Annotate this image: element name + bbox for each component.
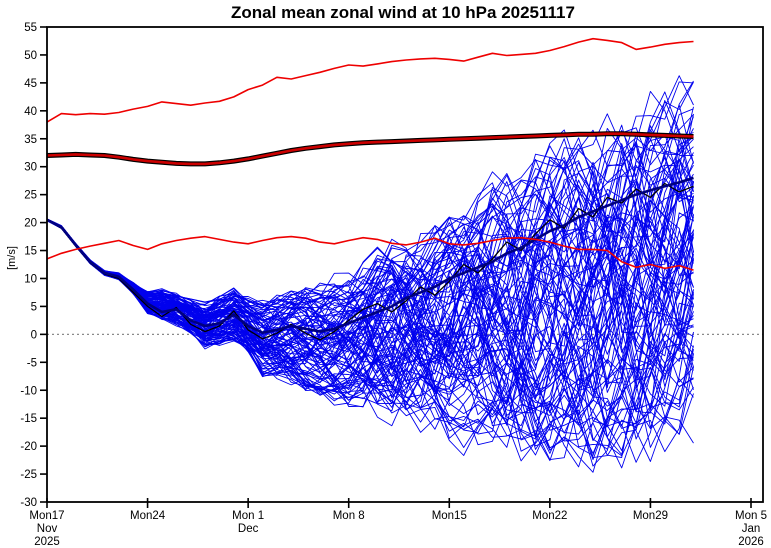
y-tick-label: -20	[20, 441, 37, 453]
x-tick-label: 2025	[34, 536, 60, 548]
x-tick-label: Mon 5	[735, 510, 767, 522]
x-tick-label: Mon 1	[232, 510, 264, 522]
y-tick-label: -15	[20, 413, 37, 425]
control-forecast-line	[47, 182, 694, 341]
climatology-upper-line	[47, 37, 694, 123]
x-tick-label: Mon22	[532, 510, 567, 522]
ensemble-member-line	[47, 129, 694, 344]
climatology-mean-line	[47, 132, 694, 166]
ensemble-member-line	[47, 106, 694, 371]
y-axis-label: [m/s]	[6, 246, 18, 270]
y-tick-label: 30	[24, 162, 37, 174]
y-tick-label: 15	[24, 246, 37, 258]
x-tick-label: Mon24	[130, 510, 166, 522]
x-tick-label: Dec	[238, 523, 259, 535]
y-tick-label: 25	[24, 190, 37, 202]
ensemble-member-line	[47, 137, 694, 338]
ensemble-mean-line	[47, 176, 694, 335]
y-tick-label: 10	[24, 273, 37, 285]
ensemble-member-line	[47, 174, 694, 366]
y-tick-label: 20	[24, 218, 37, 230]
ensemble-member-line	[47, 81, 694, 325]
ensemble-member-line	[47, 219, 694, 411]
y-tick-label: 40	[24, 106, 37, 118]
x-tick-label: Jan	[742, 523, 761, 535]
chart-title: Zonal mean zonal wind at 10 hPa 20251117	[231, 3, 575, 22]
ensemble-member-line	[47, 185, 694, 414]
data-lines-group	[47, 37, 694, 473]
x-tick-label: Mon 8	[333, 510, 365, 522]
ensemble-member-line	[47, 158, 694, 339]
x-tick-label: 2026	[738, 536, 764, 548]
x-tick-label: Mon17	[29, 510, 64, 522]
y-tick-label: 0	[31, 329, 37, 341]
ensemble-member-line	[47, 90, 694, 335]
climatology-lower-line	[47, 235, 694, 271]
y-tick-label: -30	[20, 497, 37, 509]
plot-border	[46, 26, 764, 503]
y-tick-label: -10	[20, 385, 37, 397]
ensemble-member-line	[47, 113, 694, 340]
y-tick-label: -25	[20, 469, 37, 481]
x-tick-label: Mon29	[633, 510, 668, 522]
y-tick-label: 5	[31, 301, 37, 313]
x-tick-label: Mon15	[432, 510, 467, 522]
y-tick-label: 35	[24, 134, 37, 146]
ensemble-member-line	[47, 80, 694, 357]
x-tick-label: Nov	[37, 523, 58, 535]
y-tick-label: 45	[24, 78, 37, 90]
y-tick-label: -5	[27, 357, 37, 369]
y-tick-label: 55	[24, 22, 37, 34]
y-tick-label: 50	[24, 50, 37, 62]
ensemble-member-line	[47, 145, 694, 375]
